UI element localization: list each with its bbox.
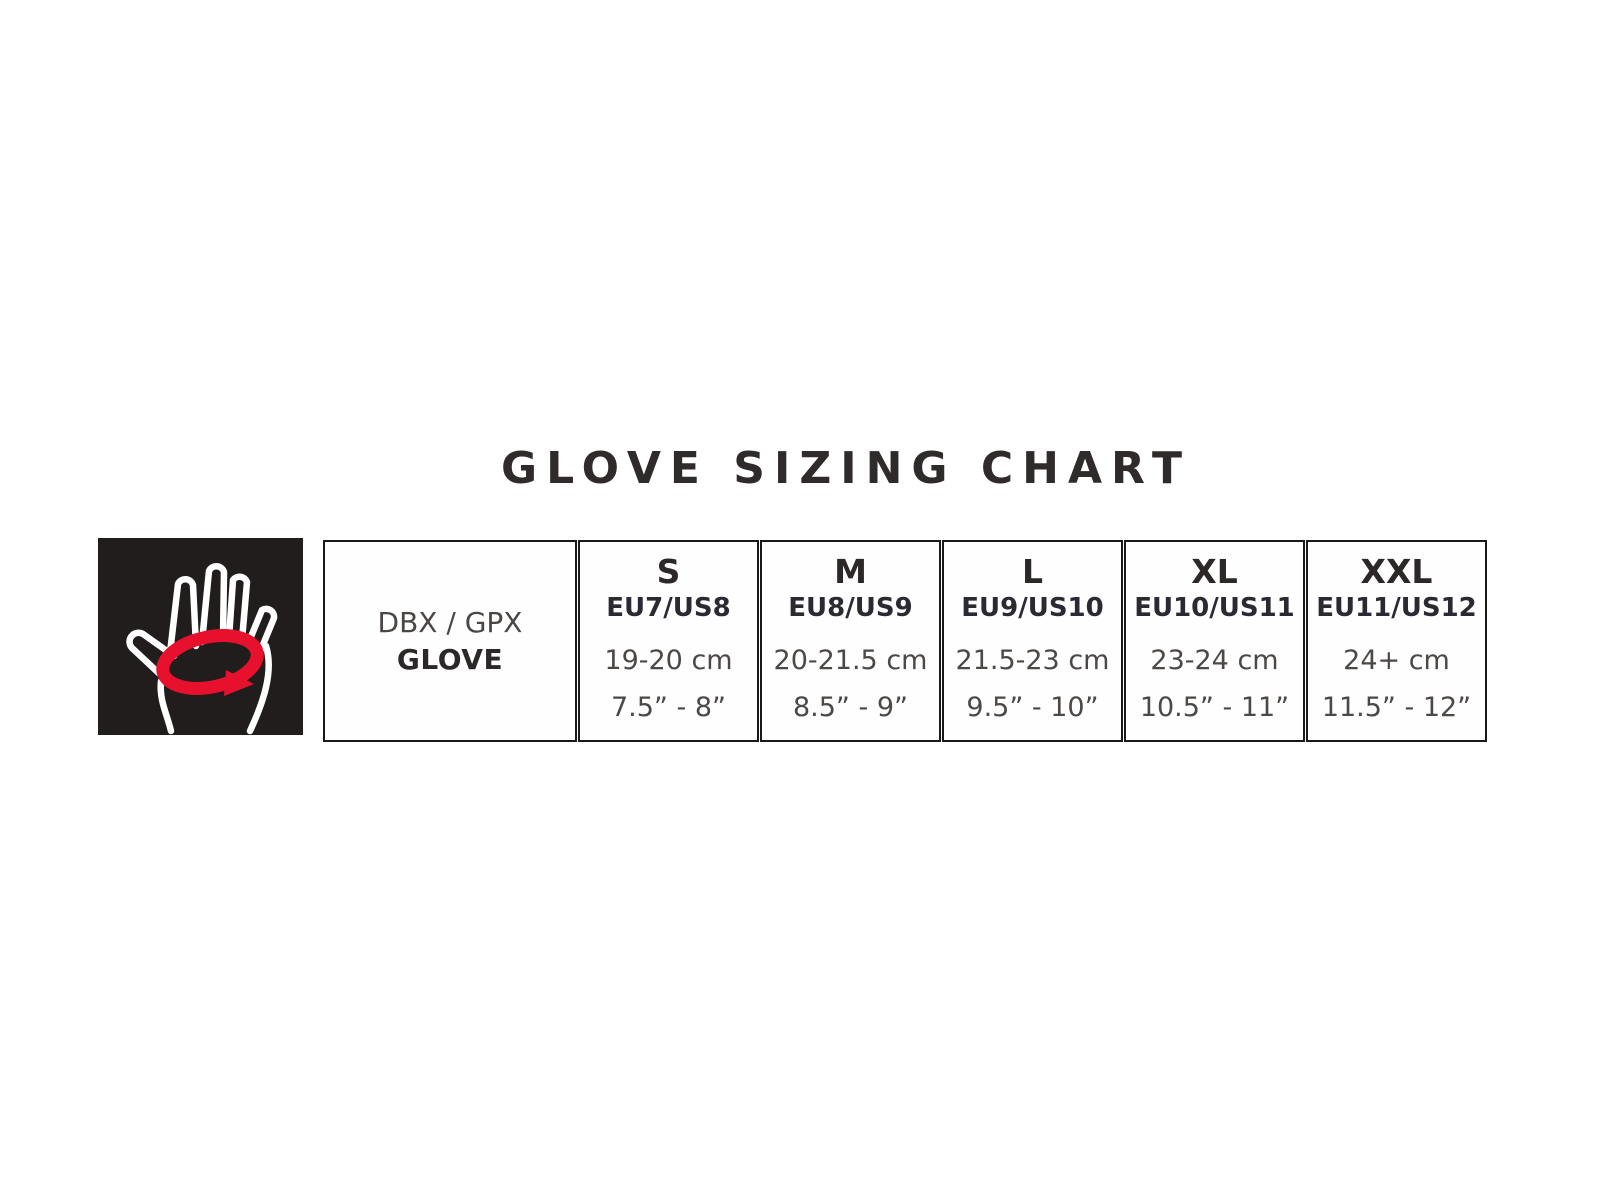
product-header-cell: DBX / GPX GLOVE [323,540,577,742]
size-label: XXL [1360,552,1433,591]
measure-band [156,629,264,695]
size-eu-us: EU11/US12 [1316,593,1477,623]
size-inch-range: 10.5” - 11” [1139,692,1290,723]
size-cell-l: L EU9/US10 21.5-23 cm 9.5” - 10” [942,540,1123,742]
size-cell-m: M EU8/US9 20-21.5 cm 8.5” - 9” [760,540,941,742]
size-eu-us: EU10/US11 [1134,593,1295,623]
size-inch-range: 7.5” - 8” [610,692,726,723]
size-label: M [834,552,867,591]
glove-size-table: DBX / GPX GLOVE S EU7/US8 19-20 cm 7.5” … [323,540,1487,742]
size-inch-range: 11.5” - 12” [1321,692,1472,723]
hand-measure-icon [98,538,303,735]
size-cell-xxl: XXL EU11/US12 24+ cm 11.5” - 12” [1306,540,1487,742]
size-cell-s: S EU7/US8 19-20 cm 7.5” - 8” [578,540,759,742]
hand-measure-graphic [126,563,278,735]
size-cm-range: 24+ cm [1343,645,1450,676]
product-type: GLOVE [396,643,504,676]
size-cell-xl: XL EU10/US11 23-24 cm 10.5” - 11” [1124,540,1305,742]
size-label: XL [1191,552,1238,591]
page-title: GLOVE SIZING CHART [501,443,1191,494]
size-label: L [1021,552,1044,591]
size-cm-range: 21.5-23 cm [955,645,1110,676]
size-inch-range: 8.5” - 9” [792,692,908,723]
size-cm-range: 19-20 cm [604,645,733,676]
size-eu-us: EU7/US8 [606,593,731,623]
size-inch-range: 9.5” - 10” [966,692,1099,723]
size-cm-range: 20-21.5 cm [773,645,928,676]
size-cm-range: 23-24 cm [1150,645,1279,676]
size-eu-us: EU9/US10 [961,593,1104,623]
size-label: S [656,552,681,591]
measure-band-arrow [224,670,254,696]
size-eu-us: EU8/US9 [788,593,913,623]
product-name: DBX / GPX [377,606,523,639]
